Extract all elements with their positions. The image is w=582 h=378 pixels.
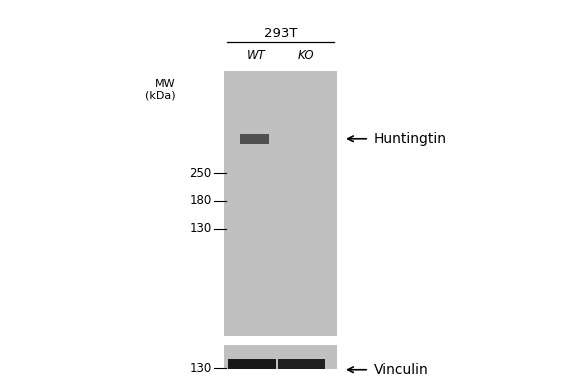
Text: 130: 130 — [189, 222, 212, 235]
Text: MW
(kDa): MW (kDa) — [144, 79, 175, 100]
Bar — [240, 134, 269, 144]
Text: KO: KO — [297, 49, 314, 62]
Bar — [225, 71, 338, 336]
Text: WT: WT — [247, 49, 265, 62]
Bar — [228, 359, 276, 378]
Text: Huntingtin: Huntingtin — [374, 132, 447, 146]
Bar — [278, 359, 325, 378]
Text: 180: 180 — [189, 195, 212, 208]
Text: Vinculin: Vinculin — [374, 363, 428, 377]
Text: 250: 250 — [189, 167, 212, 180]
Text: 130: 130 — [189, 362, 212, 375]
Bar — [225, 345, 338, 378]
Text: 293T: 293T — [264, 27, 297, 40]
